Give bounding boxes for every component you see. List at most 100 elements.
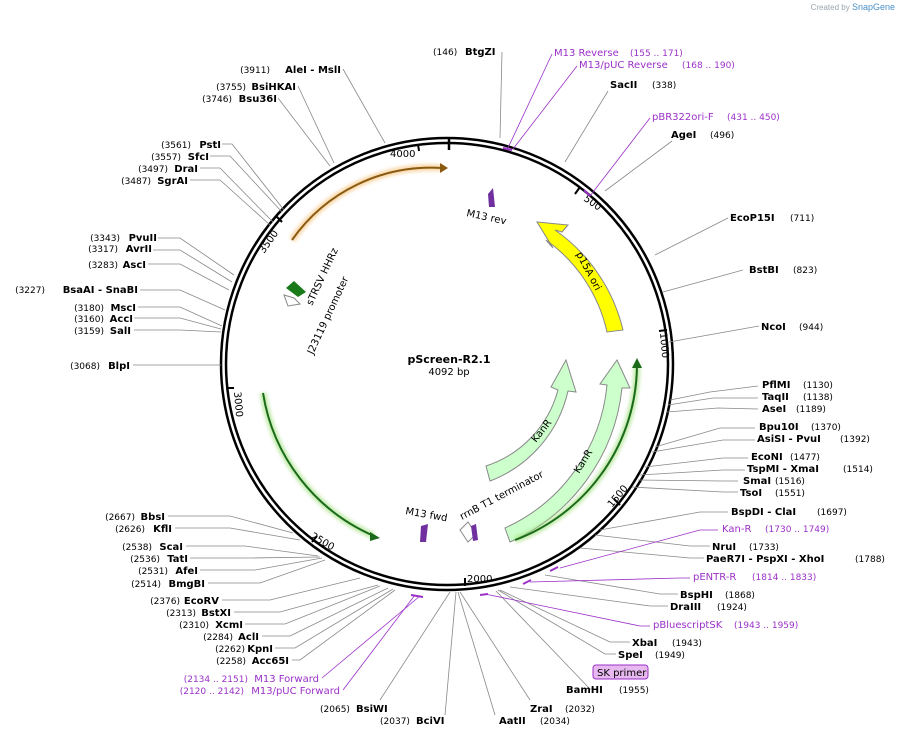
site-kfli: (2626) KflI: [115, 524, 172, 535]
site-ecorv: (2376) EcoRV: [150, 596, 219, 607]
svg-text:EcoRV: EcoRV: [184, 596, 219, 607]
site-smai: SmaI (1516): [743, 476, 805, 487]
svg-text:BamHI: BamHI: [566, 685, 603, 696]
svg-text:BlpI: BlpI: [108, 361, 130, 372]
site-drai: (3497) DraI: [138, 164, 198, 175]
feature-green-arc-left: [259, 392, 380, 541]
svg-text:(1514): (1514): [843, 465, 873, 475]
tick-4000: 4000: [390, 143, 420, 160]
plasmid-size: 4092 bp: [428, 367, 469, 378]
svg-text:AclI: AclI: [238, 632, 259, 643]
svg-text:AccI: AccI: [110, 314, 133, 325]
svg-text:(3180): (3180): [74, 304, 104, 314]
svg-text:(3159): (3159): [74, 327, 104, 337]
svg-text:(1516): (1516): [775, 477, 805, 487]
svg-text:(3317): (3317): [88, 245, 118, 255]
svg-text:(2538): (2538): [122, 543, 152, 553]
svg-text:1000: 1000: [657, 332, 670, 358]
svg-text:SmaI: SmaI: [743, 476, 771, 487]
svg-text:(146): (146): [433, 48, 457, 58]
primer-kan-r: Kan-R (1730 .. 1749): [722, 524, 829, 535]
tick-2000: 2000: [464, 574, 492, 586]
site-scai: (2538) ScaI: [122, 542, 183, 553]
plasmid-name: pScreen-R2.1: [407, 353, 490, 366]
svg-text:3000: 3000: [231, 391, 244, 417]
primer-m13-puc-forward: (2120 .. 2142) M13/pUC Forward: [180, 686, 340, 697]
tick-1500: 1500: [606, 483, 631, 510]
m13-rev-label: M13 rev: [465, 208, 507, 227]
svg-text:(1955): (1955): [619, 686, 649, 696]
site-leader-lines: [133, 51, 760, 716]
backbone-inner: [224, 141, 670, 587]
backbone-outer: [219, 136, 675, 592]
primer-m13-puc-reverse: M13/pUC Reverse (168 .. 190): [579, 60, 735, 71]
svg-text:BspHI: BspHI: [680, 590, 713, 601]
svg-text:SgrAI: SgrAI: [157, 176, 188, 187]
svg-text:TaqII: TaqII: [762, 392, 789, 403]
svg-text:KpnI: KpnI: [247, 644, 273, 655]
svg-text:(3283): (3283): [88, 261, 118, 271]
tick-500: 500: [574, 186, 603, 213]
site-psti: (3561) PstI: [161, 140, 221, 151]
svg-text:(3557): (3557): [151, 153, 181, 163]
svg-text:DraI: DraI: [174, 164, 198, 175]
primer-pbluescriptsk: pBluescriptSK (1943 .. 1959): [653, 620, 798, 631]
site-spei: SpeI (1949): [618, 650, 685, 661]
svg-text:(1868): (1868): [725, 591, 755, 601]
svg-text:(2262): (2262): [215, 645, 245, 655]
site-afei: (2531) AfeI: [138, 566, 198, 577]
svg-text:BciVI: BciVI: [416, 716, 444, 727]
svg-text:(431 .. 450): (431 .. 450): [727, 113, 780, 123]
primer-pentr-r: pENTR-R (1814 .. 1833): [693, 572, 816, 583]
site-sali: (3159) SalI: [74, 326, 131, 337]
svg-text:ScaI: ScaI: [159, 542, 183, 553]
svg-text:AscI: AscI: [123, 260, 146, 271]
svg-text:(1189): (1189): [796, 405, 826, 415]
primer-m13-reverse: M13 Reverse (155 .. 171): [554, 48, 683, 59]
site-ncoi: NcoI (944): [761, 322, 823, 333]
svg-text:(1730 .. 1749): (1730 .. 1749): [765, 525, 829, 535]
site-bsihkai: (3755) BsiHKAI: [216, 82, 296, 93]
svg-text:(3160): (3160): [74, 315, 104, 325]
svg-text:(1949): (1949): [655, 651, 685, 661]
feature-m13-rev: M13 rev: [465, 188, 507, 227]
svg-text:XcmI: XcmI: [215, 620, 243, 631]
svg-text:(2134 .. 2151): (2134 .. 2151): [184, 675, 248, 685]
svg-text:(2514): (2514): [131, 580, 161, 590]
svg-text:(1814 .. 1833): (1814 .. 1833): [752, 573, 816, 583]
site-zrai: ZraI (2032): [530, 704, 595, 715]
site-aatii: AatII (2034): [499, 716, 570, 727]
svg-text:(2065): (2065): [320, 705, 350, 715]
primer-pbr322ori-f: pBR322ori-F (431 .. 450): [652, 112, 780, 123]
svg-text:(2667): (2667): [105, 513, 135, 523]
svg-text:pENTR-R: pENTR-R: [693, 572, 736, 583]
svg-text:NcoI: NcoI: [761, 322, 786, 333]
site-xcmi: (2310) XcmI: [179, 620, 243, 631]
svg-text:(168 .. 190): (168 .. 190): [682, 61, 735, 71]
svg-text:BspDI - ClaI: BspDI - ClaI: [731, 507, 796, 518]
svg-text:M13/pUC Forward: M13/pUC Forward: [251, 686, 340, 697]
site-xbai: XbaI (1943): [632, 638, 702, 649]
svg-text:AseI: AseI: [762, 404, 786, 415]
svg-text:(1697): (1697): [817, 508, 847, 518]
site-bcivi: (2037) BciVI: [380, 716, 444, 727]
site-bamhi: BamHI (1955): [566, 685, 649, 696]
site-bbsi: (2667) BbsI: [105, 512, 165, 523]
svg-text:(1788): (1788): [855, 555, 885, 565]
site-asei: AseI (1189): [762, 404, 826, 415]
svg-text:SpeI: SpeI: [618, 650, 643, 661]
svg-text:BbsI: BbsI: [141, 512, 165, 523]
svg-text:BsiHKAI: BsiHKAI: [251, 82, 296, 93]
svg-text:PaeR7I - PspXI - XhoI: PaeR7I - PspXI - XhoI: [706, 554, 824, 565]
svg-text:AatII: AatII: [499, 716, 526, 727]
svg-text:(3068): (3068): [70, 362, 100, 372]
svg-text:pBR322ori-F: pBR322ori-F: [652, 112, 714, 123]
site-sacii: SacII (338): [610, 80, 676, 91]
primer-m13-forward: (2134 .. 2151) M13 Forward: [184, 674, 319, 685]
svg-text:BstBI: BstBI: [749, 265, 779, 276]
svg-text:Kan-R: Kan-R: [722, 524, 751, 535]
site-avrii: (3317) AvrII: [88, 244, 152, 255]
feature-orange-arc: [289, 163, 448, 243]
svg-text:PstI: PstI: [199, 140, 221, 151]
svg-text:XbaI: XbaI: [632, 638, 657, 649]
